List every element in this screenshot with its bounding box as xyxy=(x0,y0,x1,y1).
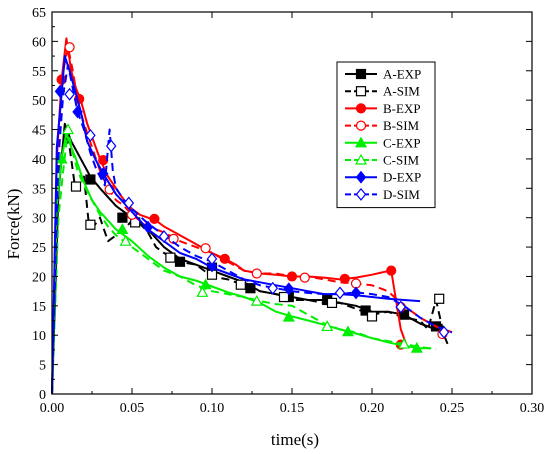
data-point-c-exp-1 xyxy=(116,223,129,235)
data-point-a-exp-1 xyxy=(117,212,128,223)
data-point-d-exp-6 xyxy=(350,286,362,300)
legend: A-EXP A-SIM B-EXP B-SIM C-EXP C-SIM D-EXP D-SIM xyxy=(336,61,436,209)
x-tick-label: 0.20 xyxy=(360,401,385,416)
y-tick-label: 50 xyxy=(32,94,46,109)
legend-item-a-exp: A-EXP xyxy=(345,67,421,82)
legend-label: D-SIM xyxy=(383,187,420,202)
y-tick-label: 0 xyxy=(39,388,46,403)
legend-item-b-exp: B-EXP xyxy=(345,101,421,116)
data-point-c-sim-4 xyxy=(321,320,334,332)
series-layer xyxy=(51,37,453,395)
data-point-d-sim-9 xyxy=(438,325,450,339)
x-tick-label: 0.00 xyxy=(40,401,65,416)
data-point-b-sim-5 xyxy=(251,268,262,279)
data-point-c-sim-2 xyxy=(196,286,209,297)
data-point-d-exp-3 xyxy=(142,220,154,234)
data-point-d-exp-4 xyxy=(206,259,218,273)
data-point-d-sim-2 xyxy=(105,139,117,153)
data-point-d-sim-4 xyxy=(158,230,170,243)
data-point-c-sim-1 xyxy=(119,234,132,246)
y-tick-label: 55 xyxy=(32,65,46,80)
data-point-c-sim-5 xyxy=(397,337,411,349)
data-point-b-sim-4 xyxy=(200,243,211,254)
data-point-d-sim-6 xyxy=(267,281,279,295)
data-point-b-exp-7 xyxy=(386,265,397,276)
y-tick-label: 30 xyxy=(32,212,46,227)
legend-item-c-exp: C-EXP xyxy=(345,135,421,150)
legend-label: D-EXP xyxy=(383,170,421,185)
legend-item-d-exp: D-EXP xyxy=(345,170,421,185)
data-point-a-sim-0 xyxy=(70,181,82,192)
y-tick-label: 60 xyxy=(32,35,46,50)
y-tick-label: 20 xyxy=(32,270,46,285)
y-tick-label: 65 xyxy=(32,6,46,21)
legend-item-c-sim: C-SIM xyxy=(345,153,420,168)
data-point-a-exp-0 xyxy=(85,174,96,185)
legend-marker xyxy=(354,153,368,165)
legend-marker xyxy=(355,68,367,80)
data-point-b-exp-3 xyxy=(149,213,160,224)
data-point-b-sim-0 xyxy=(64,42,75,53)
legend-marker xyxy=(355,170,367,184)
y-tick-label: 40 xyxy=(32,153,46,168)
series-line-d-sim xyxy=(51,63,453,395)
axes-layer: 0.00 0.05 0.10 0.15 0.20 0.25 0.30 0 5 10 15 20 25 30… xyxy=(32,6,544,416)
data-point-c-exp-5 xyxy=(410,341,423,353)
x-tick-label: 0.25 xyxy=(440,401,465,416)
data-point-a-sim-7 xyxy=(326,297,338,309)
legend-label: A-EXP xyxy=(383,67,421,82)
y-tick-label: 45 xyxy=(32,124,46,139)
legend-label: C-SIM xyxy=(383,153,420,168)
y-axis-title: Force(kN) xyxy=(4,189,23,260)
data-point-c-sim-3 xyxy=(250,294,263,306)
legend-label: B-SIM xyxy=(383,118,420,133)
data-point-d-sim-5 xyxy=(206,252,218,266)
data-point-a-sim-3 xyxy=(165,252,176,263)
series-c-sim xyxy=(51,123,437,395)
data-point-c-sim-0 xyxy=(61,123,75,135)
data-point-d-sim-8 xyxy=(395,300,407,314)
legend-label: B-EXP xyxy=(383,101,421,116)
y-tick-label: 15 xyxy=(32,300,46,315)
legend-marker xyxy=(354,136,368,148)
legend-label: C-EXP xyxy=(383,135,421,150)
data-point-d-sim-0 xyxy=(64,87,75,101)
data-point-d-exp-5 xyxy=(283,282,295,296)
legend-marker xyxy=(355,103,367,114)
x-tick-label: 0.10 xyxy=(200,401,225,416)
legend-box xyxy=(336,61,436,209)
data-point-a-sim-5 xyxy=(235,279,246,290)
x-tick-label: 0.30 xyxy=(520,401,545,416)
data-point-a-sim-9 xyxy=(434,293,445,304)
data-point-d-sim-1 xyxy=(85,128,96,142)
data-point-d-sim-3 xyxy=(123,196,135,210)
data-point-b-exp-4 xyxy=(219,253,230,264)
series-line-c-exp xyxy=(51,131,432,395)
legend-marker xyxy=(355,187,367,201)
data-point-c-exp-3 xyxy=(282,310,295,322)
legend-item-b-sim: B-SIM xyxy=(345,118,420,133)
data-point-a-sim-1 xyxy=(85,219,96,230)
legend-marker xyxy=(355,120,367,131)
data-point-a-sim-6 xyxy=(278,291,290,303)
data-point-d-sim-7 xyxy=(334,286,346,300)
y-tick-label: 35 xyxy=(32,182,46,197)
x-tick-label: 0.15 xyxy=(280,401,305,416)
x-axis-title: time(s) xyxy=(271,430,319,449)
y-tick-label: 25 xyxy=(32,241,46,256)
data-point-a-sim-8 xyxy=(366,311,378,322)
series-line-a-sim xyxy=(51,134,450,395)
x-tick-label: 0.05 xyxy=(120,401,145,416)
data-point-b-sim-6 xyxy=(299,272,310,283)
y-tick-label: 5 xyxy=(39,359,46,374)
legend-label: A-SIM xyxy=(383,84,420,99)
legend-marker xyxy=(355,86,367,97)
legend-item-d-sim: D-SIM xyxy=(345,187,420,202)
legend-item-a-sim: A-SIM xyxy=(345,84,420,99)
series-d-sim xyxy=(51,63,453,395)
y-tick-label: 10 xyxy=(32,329,46,344)
